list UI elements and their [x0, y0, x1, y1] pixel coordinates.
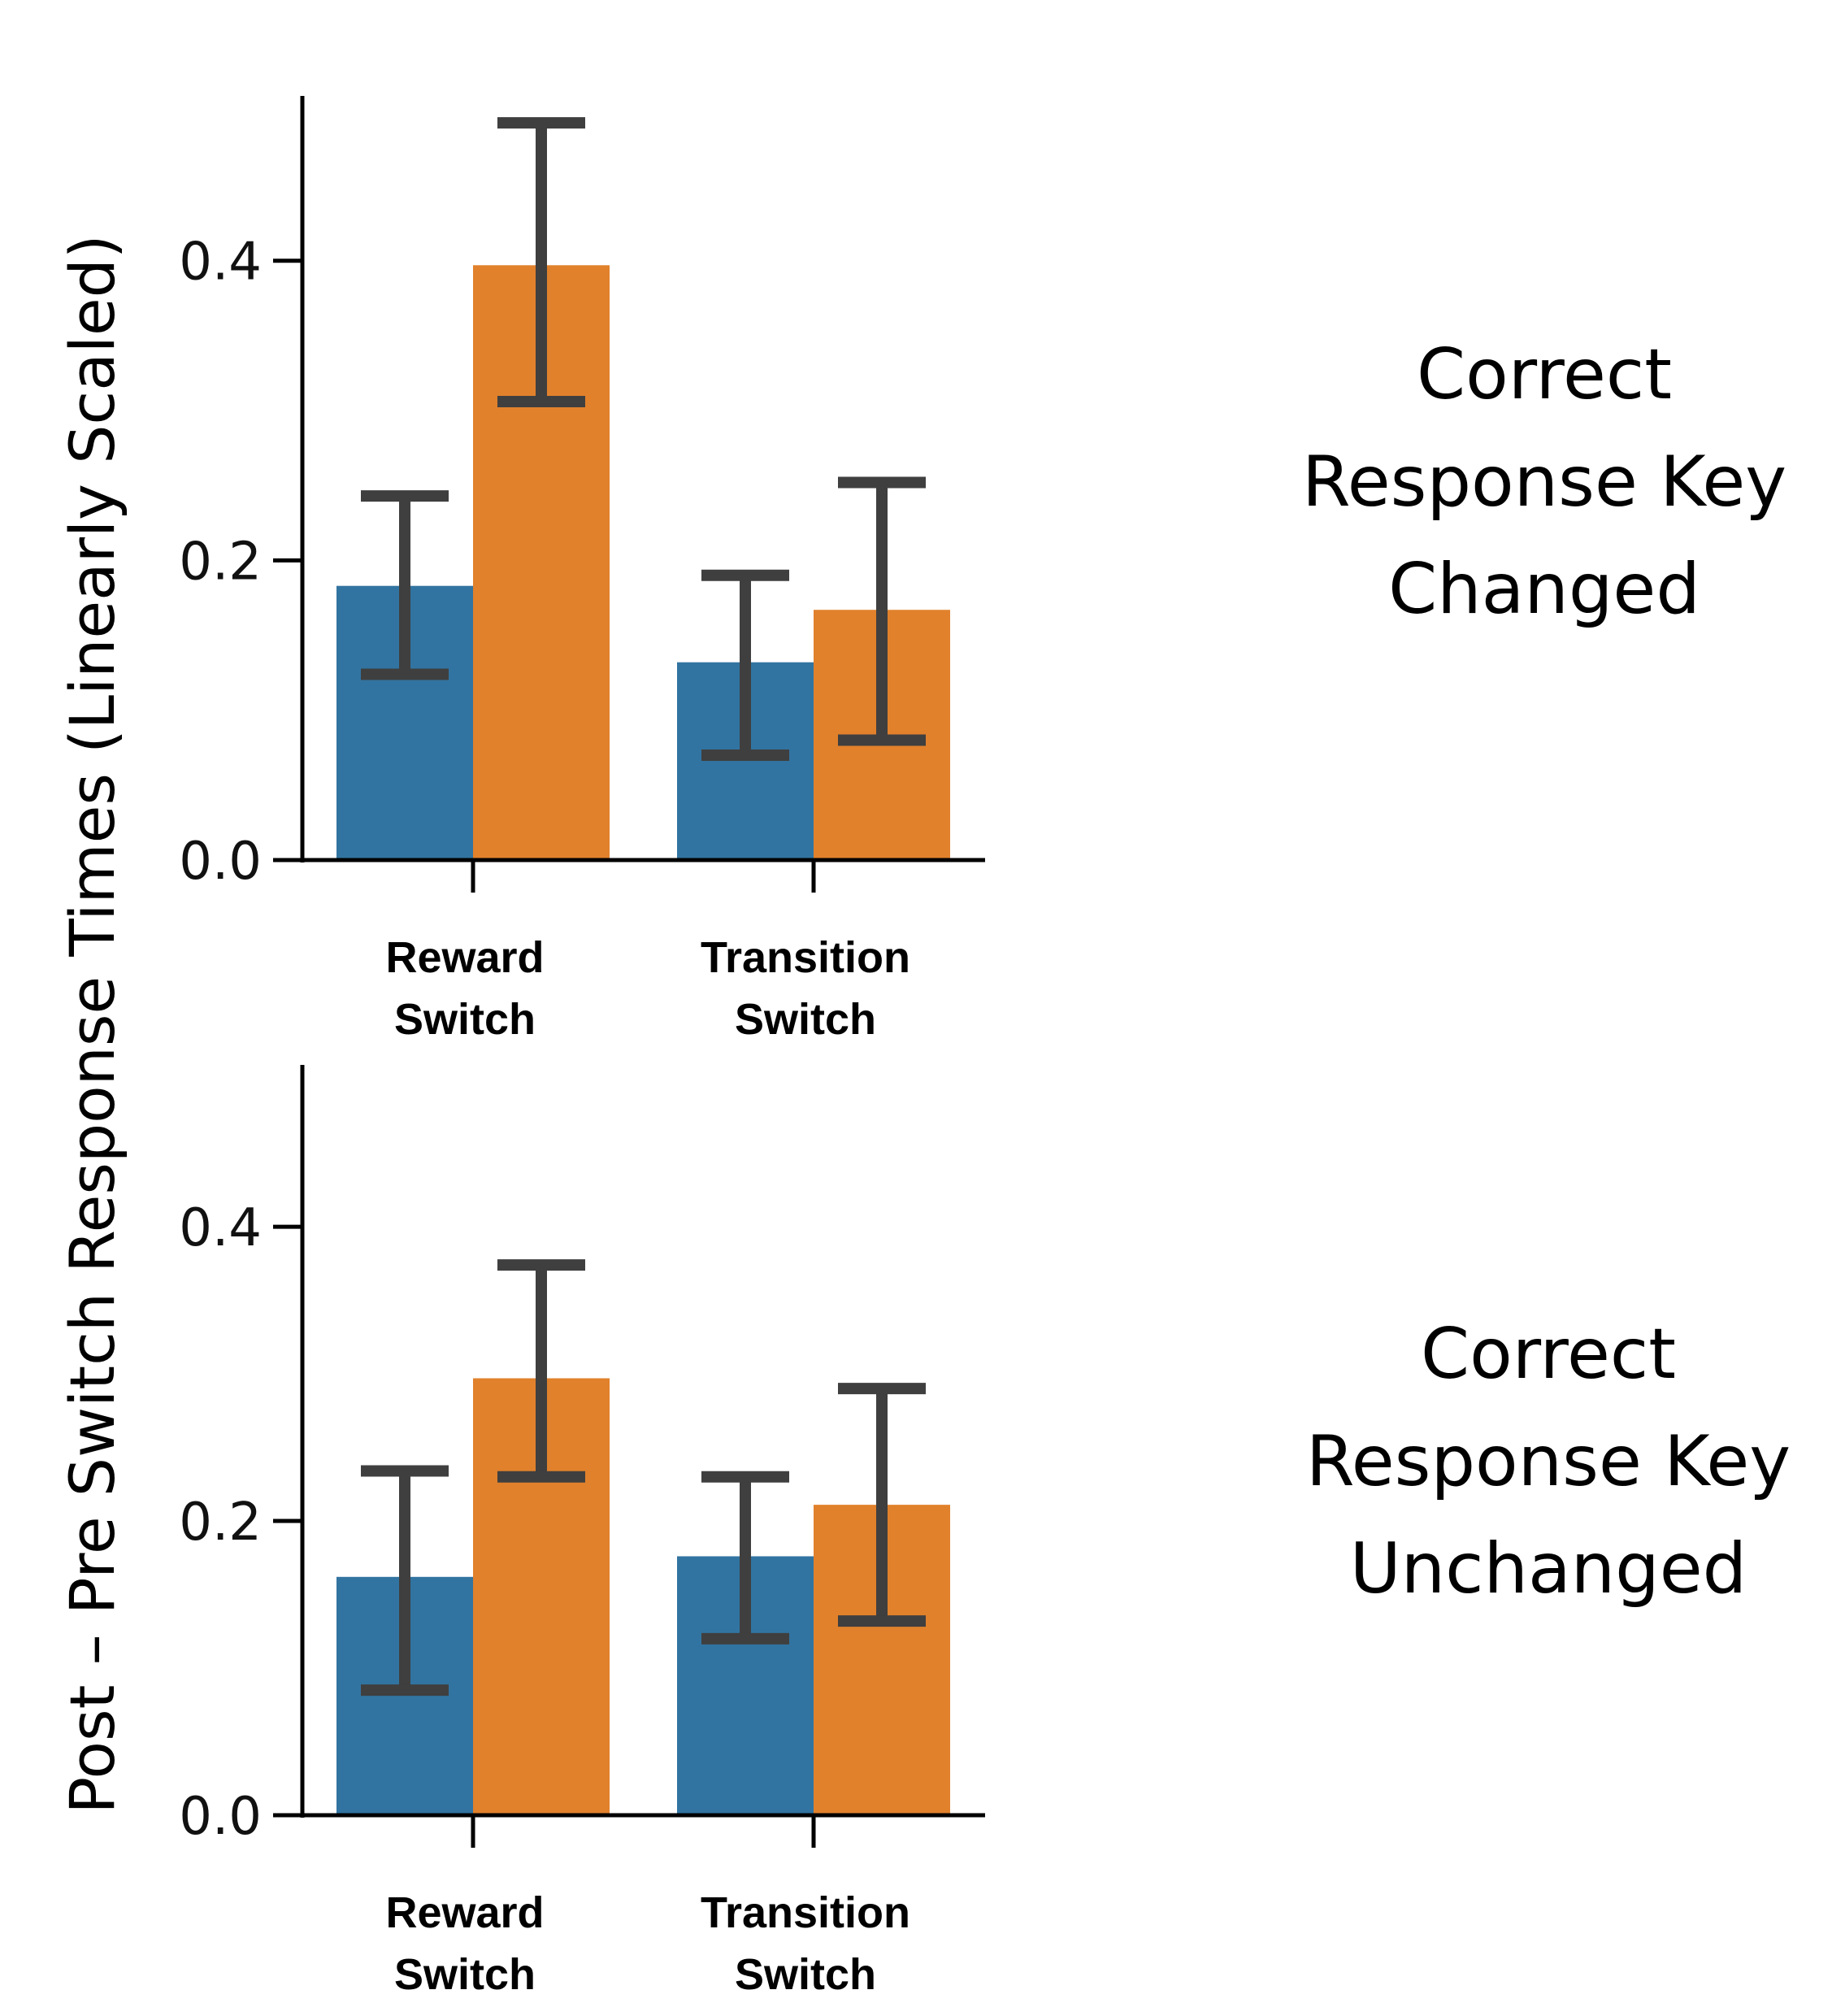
error-bar-changed-cat0-series0	[361, 490, 449, 680]
x-tick-label: Switch	[394, 995, 536, 1044]
error-bar-unchanged-cat1-series1	[838, 1383, 926, 1627]
chart-panel-top: 0.0 0.2 0.4 Reward Switch Transition Switch Cor…	[179, 96, 1786, 1044]
y-tick-label: 0.0	[179, 1787, 262, 1847]
panel-title-line: Correct	[1417, 334, 1672, 415]
x-tick-label: Transition	[701, 933, 910, 982]
y-tick-label: 0.0	[179, 832, 262, 892]
y-tick-label: 0.2	[179, 532, 262, 592]
y-tick-label: 0.2	[179, 1492, 262, 1553]
error-bar-changed-cat1-series1	[838, 476, 926, 746]
panel-title-line: Response Key	[1306, 1421, 1791, 1502]
error-bar-unchanged-cat0-series0	[361, 1465, 449, 1697]
error-bar-changed-cat0-series1	[497, 117, 585, 407]
x-tick-label: Transition	[701, 1888, 910, 1937]
y-tick-label: 0.4	[179, 232, 262, 293]
panel-title-line: Correct	[1421, 1314, 1676, 1395]
x-tick-label: Reward	[385, 1888, 544, 1937]
y-tick-label: 0.4	[179, 1198, 262, 1258]
x-tick-label: Reward	[385, 933, 544, 982]
error-bar-changed-cat1-series0	[701, 569, 789, 761]
x-tick-label: Switch	[735, 1950, 876, 1999]
chart-panel-bottom: 0.0 0.2 0.4 Reward Switch Transition Switch Cor…	[179, 1065, 1791, 1999]
x-tick-label: Switch	[394, 1950, 536, 1999]
x-tick-label: Switch	[735, 995, 876, 1044]
panel-title-line: Unchanged	[1350, 1528, 1747, 1610]
y-axis-label: Post – Pre Switch Response Times (Linear…	[56, 234, 128, 1814]
error-bar-unchanged-cat1-series0	[701, 1471, 789, 1645]
panel-title-line: Changed	[1388, 549, 1700, 630]
panel-title-line: Response Key	[1302, 441, 1786, 523]
error-bar-unchanged-cat0-series1	[497, 1259, 585, 1483]
